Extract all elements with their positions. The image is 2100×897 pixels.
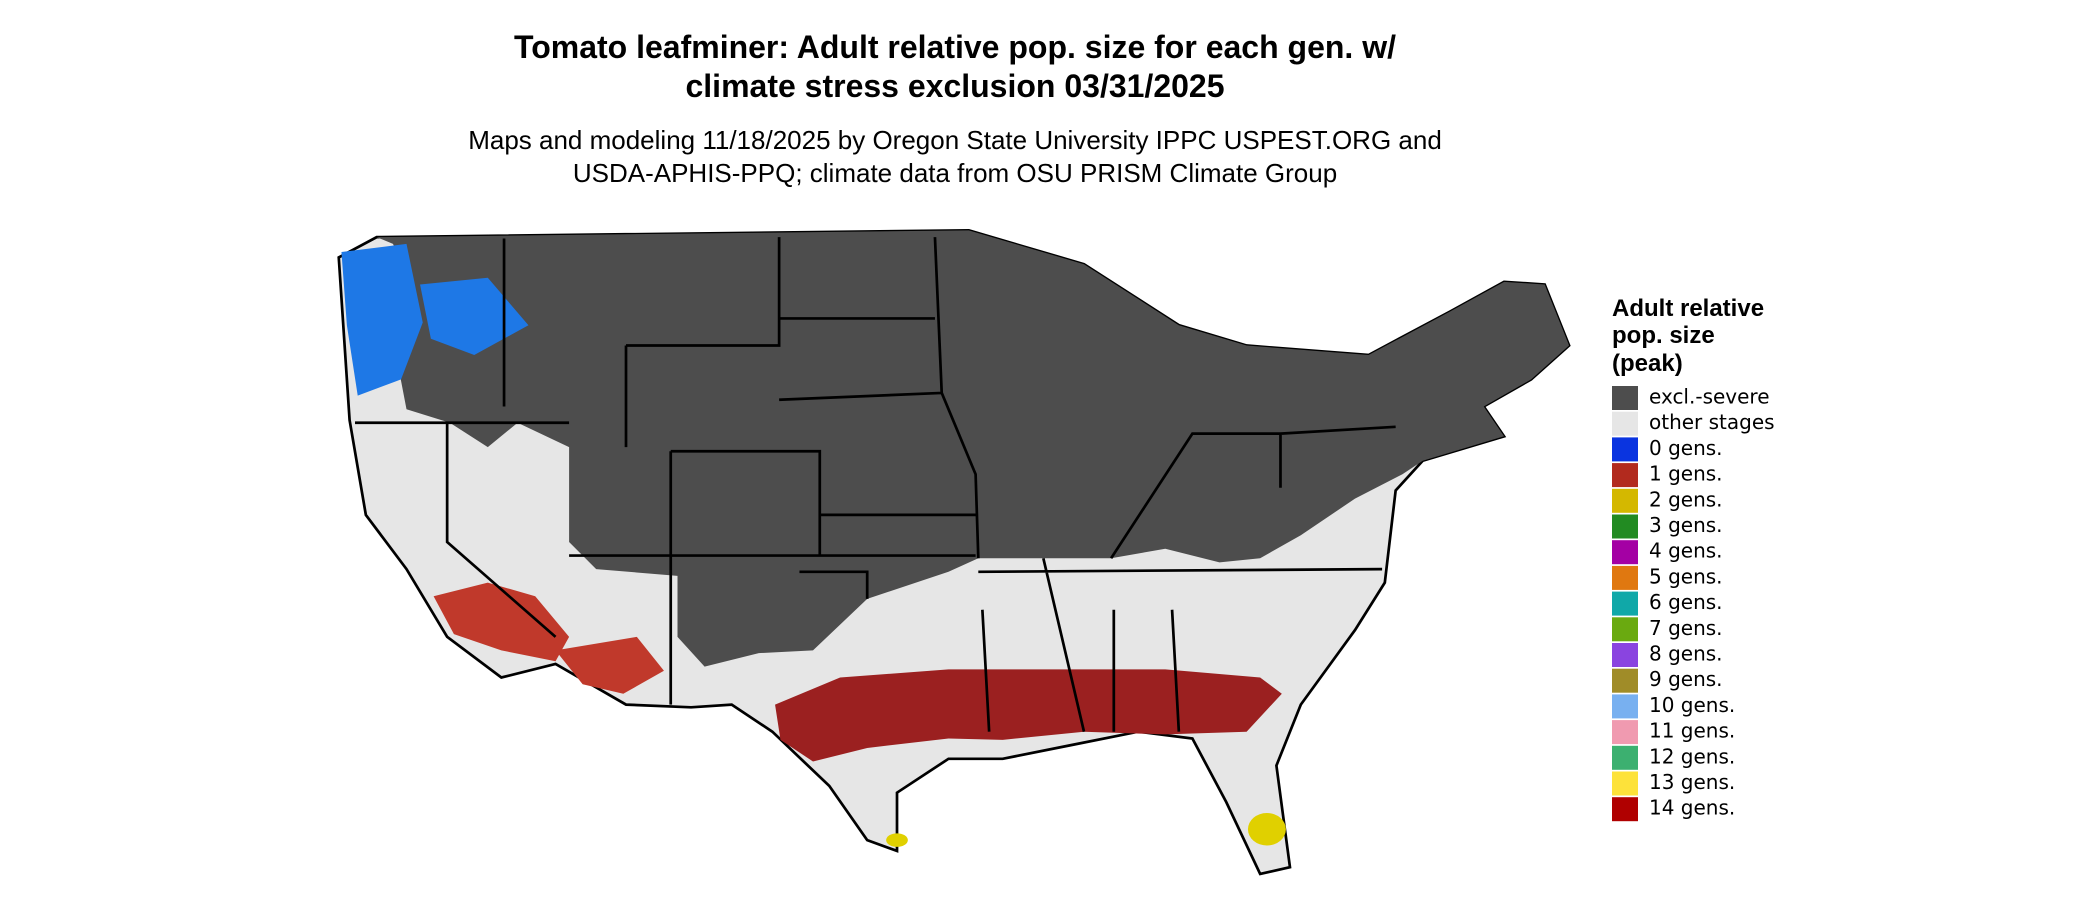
legend-label: 3 gens. [1649,513,1723,537]
title-line: Tomato leafminer: Adult relative pop. si… [514,29,1396,65]
title-line: climate stress exclusion 03/31/2025 [685,68,1224,104]
legend-swatch [1612,386,1638,410]
state-borders [355,237,1396,733]
legend-label: 4 gens. [1649,539,1723,563]
us-map [337,228,1571,876]
legend-label: 13 gens. [1649,770,1735,794]
legend-swatch [1612,720,1638,745]
legend-swatch [1612,771,1638,796]
legend-label: other stages [1649,410,1775,434]
legend-swatch [1612,514,1638,539]
legend-swatch [1612,797,1638,822]
legend-title: pop. size [1612,322,1715,349]
legend-label: excl.-severe [1649,385,1770,409]
legend-label: 5 gens. [1649,564,1723,588]
legend-label: 14 gens. [1649,796,1735,820]
legend-swatch [1612,540,1638,565]
legend-swatch [1612,591,1638,616]
one-gen-band [775,669,1282,762]
excluded-region [376,230,1570,667]
subtitle-line: USDA-APHIS-PPQ; climate data from OSU PR… [573,158,1337,188]
subtitle-line: Maps and modeling 11/18/2025 by Oregon S… [468,125,1442,155]
legend-swatch [1612,463,1638,488]
legend-label: 2 gens. [1649,487,1723,511]
one-gen-band [433,582,664,694]
legend-swatch [1612,668,1638,693]
legend-title: Adult relative [1612,295,1764,322]
zero-gen-area [341,243,529,396]
legend-label: 1 gens. [1649,462,1723,486]
thirteen-gen-area [1247,813,1286,846]
legend-swatch [1612,643,1638,667]
legend-title: (peak) [1612,350,1683,377]
thirteen-gen-area [886,833,908,847]
legend-swatch [1612,437,1638,462]
legend-label: 9 gens. [1649,667,1723,691]
legend-swatch [1612,565,1638,590]
legend-swatch [1612,617,1638,642]
legend-swatch [1612,745,1638,770]
legend-label: 7 gens. [1649,616,1723,640]
legend-label: 0 gens. [1649,436,1723,460]
legend-swatch [1612,488,1638,513]
legend-label: 12 gens. [1649,744,1735,768]
legend-swatch [1612,694,1638,719]
legend-label: 10 gens. [1649,693,1735,717]
legend-label: 11 gens. [1649,719,1735,743]
legend-swatch [1612,411,1638,436]
legend-label: 6 gens. [1649,590,1723,614]
legend: Adult relative pop. size (peak) excl.-se… [1612,295,1775,822]
legend-label: 8 gens. [1649,642,1723,666]
